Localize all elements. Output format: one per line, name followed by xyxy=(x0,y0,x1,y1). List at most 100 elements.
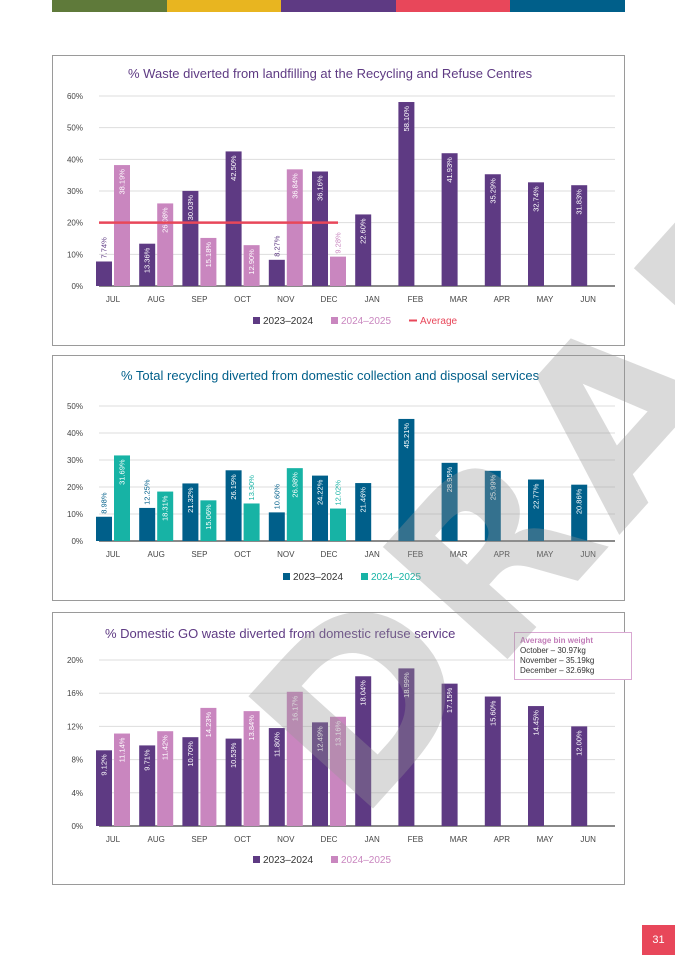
bar-2023-2024 xyxy=(441,153,458,286)
x-tick-label: JUL xyxy=(106,835,121,844)
data-label: 38.19% xyxy=(118,169,127,195)
data-label: 15.60% xyxy=(488,700,497,726)
y-tick-label: 20% xyxy=(67,656,83,665)
data-label: 18.99% xyxy=(402,672,411,698)
bar-2023-2024 xyxy=(398,102,415,286)
data-label: 24.22% xyxy=(316,479,325,505)
bar-2024-2025 xyxy=(286,468,303,541)
x-tick-label: JUL xyxy=(106,550,121,559)
y-tick-label: 8% xyxy=(71,756,83,765)
data-label: 36.16% xyxy=(316,175,325,201)
color-stripe xyxy=(52,0,625,12)
y-tick-label: 10% xyxy=(67,250,83,259)
bar-2024-2025 xyxy=(200,500,217,541)
x-tick-label: JUN xyxy=(580,295,596,304)
bar-2023-2024 xyxy=(139,507,156,541)
data-label: 36.84% xyxy=(290,173,299,199)
x-tick-label: DEC xyxy=(321,835,338,844)
x-tick-label: SEP xyxy=(191,295,207,304)
page-number: 31 xyxy=(642,925,675,955)
bar-2023-2024 xyxy=(571,484,588,541)
x-tick-label: DEC xyxy=(321,295,338,304)
data-label: 13.16% xyxy=(334,720,343,746)
bar-2024-2025 xyxy=(200,237,217,286)
legend-label: 2023–2024 xyxy=(293,572,343,583)
x-tick-label: FEB xyxy=(408,295,424,304)
x-tick-label: DEC xyxy=(321,550,338,559)
data-label: 41.93% xyxy=(445,157,454,183)
data-label: 22.60% xyxy=(359,218,368,244)
bar-2023-2024 xyxy=(528,479,544,541)
data-label: 11.42% xyxy=(161,735,170,760)
bar-2023-2024 xyxy=(571,185,588,286)
y-tick-label: 30% xyxy=(67,456,83,465)
y-tick-label: 16% xyxy=(67,689,83,698)
data-label: 13.90% xyxy=(247,475,256,501)
y-tick-label: 10% xyxy=(67,510,83,519)
legend-label: 2024–2025 xyxy=(341,855,391,866)
x-tick-label: AUG xyxy=(148,835,165,844)
x-tick-label: MAR xyxy=(450,550,468,559)
x-tick-label: AUG xyxy=(148,550,165,559)
data-label: 22.77% xyxy=(532,483,541,509)
data-label: 45.21% xyxy=(402,423,411,449)
data-label: 13.84% xyxy=(247,715,256,741)
data-label: 12.90% xyxy=(247,249,256,275)
note-line: December – 32.69kg xyxy=(520,666,595,675)
bar-2023-2024 xyxy=(312,722,328,826)
bar-2024-2025 xyxy=(330,716,346,826)
stripe-segment xyxy=(52,0,167,12)
bin-weight-note: Average bin weight October – 30.97kg Nov… xyxy=(514,632,632,680)
legend-swatch xyxy=(331,856,338,863)
y-tick-label: 12% xyxy=(67,722,83,731)
bar-2023-2024 xyxy=(268,512,285,541)
data-label: 58.10% xyxy=(402,106,411,132)
legend-swatch xyxy=(253,856,260,863)
data-label: 18.04% xyxy=(359,680,368,706)
data-label: 26.98% xyxy=(290,472,299,498)
note-line: November – 35.19kg xyxy=(520,656,595,665)
bar-2023-2024 xyxy=(441,462,458,541)
data-label: 31.69% xyxy=(118,459,127,485)
bar-2024-2025 xyxy=(330,508,346,541)
data-label: 12.02% xyxy=(334,480,343,506)
bar-2024-2025 xyxy=(243,711,260,826)
bar-2024-2025 xyxy=(243,245,260,286)
data-label: 15.18% xyxy=(204,242,213,268)
bar-2023-2024 xyxy=(312,475,328,541)
x-tick-label: APR xyxy=(494,835,511,844)
bar-2023-2024 xyxy=(96,750,112,826)
bar-2024-2025 xyxy=(200,707,217,826)
y-tick-label: 50% xyxy=(67,124,83,133)
y-tick-label: 20% xyxy=(67,483,83,492)
bar-2023-2024 xyxy=(225,470,242,541)
x-tick-label: AUG xyxy=(148,295,165,304)
bar-2023-2024 xyxy=(139,745,156,826)
data-label: 11.14% xyxy=(118,737,127,762)
legend-label: 2023–2024 xyxy=(263,316,313,327)
x-tick-label: OCT xyxy=(234,835,251,844)
data-label: 32.74% xyxy=(532,186,541,212)
bar-2023-2024 xyxy=(225,151,242,286)
y-tick-label: 0% xyxy=(71,537,83,546)
data-label: 10.60% xyxy=(272,484,281,510)
bar-2023-2024 xyxy=(484,470,501,541)
bar-2023-2024 xyxy=(96,516,112,541)
x-tick-label: NOV xyxy=(277,295,295,304)
stripe-segment xyxy=(510,0,625,12)
bar-2024-2025 xyxy=(286,169,303,286)
x-tick-label: JAN xyxy=(365,295,380,304)
bar-2023-2024 xyxy=(528,706,544,826)
data-label: 14.23% xyxy=(204,712,213,738)
chart-title: % Domestic GO waste diverted from domest… xyxy=(105,626,455,641)
data-label: 12.49% xyxy=(316,726,325,752)
bar-2024-2025 xyxy=(157,491,174,541)
data-label: 11.80% xyxy=(272,732,281,757)
y-tick-label: 40% xyxy=(67,155,83,164)
legend-label: 2023–2024 xyxy=(263,855,313,866)
note-title: Average bin weight xyxy=(520,636,594,645)
bar-2024-2025 xyxy=(114,165,130,286)
bar-2023-2024 xyxy=(182,483,199,541)
x-tick-label: MAR xyxy=(450,295,468,304)
chart-total-recycling: % Total recycling diverted from domestic… xyxy=(52,355,625,601)
